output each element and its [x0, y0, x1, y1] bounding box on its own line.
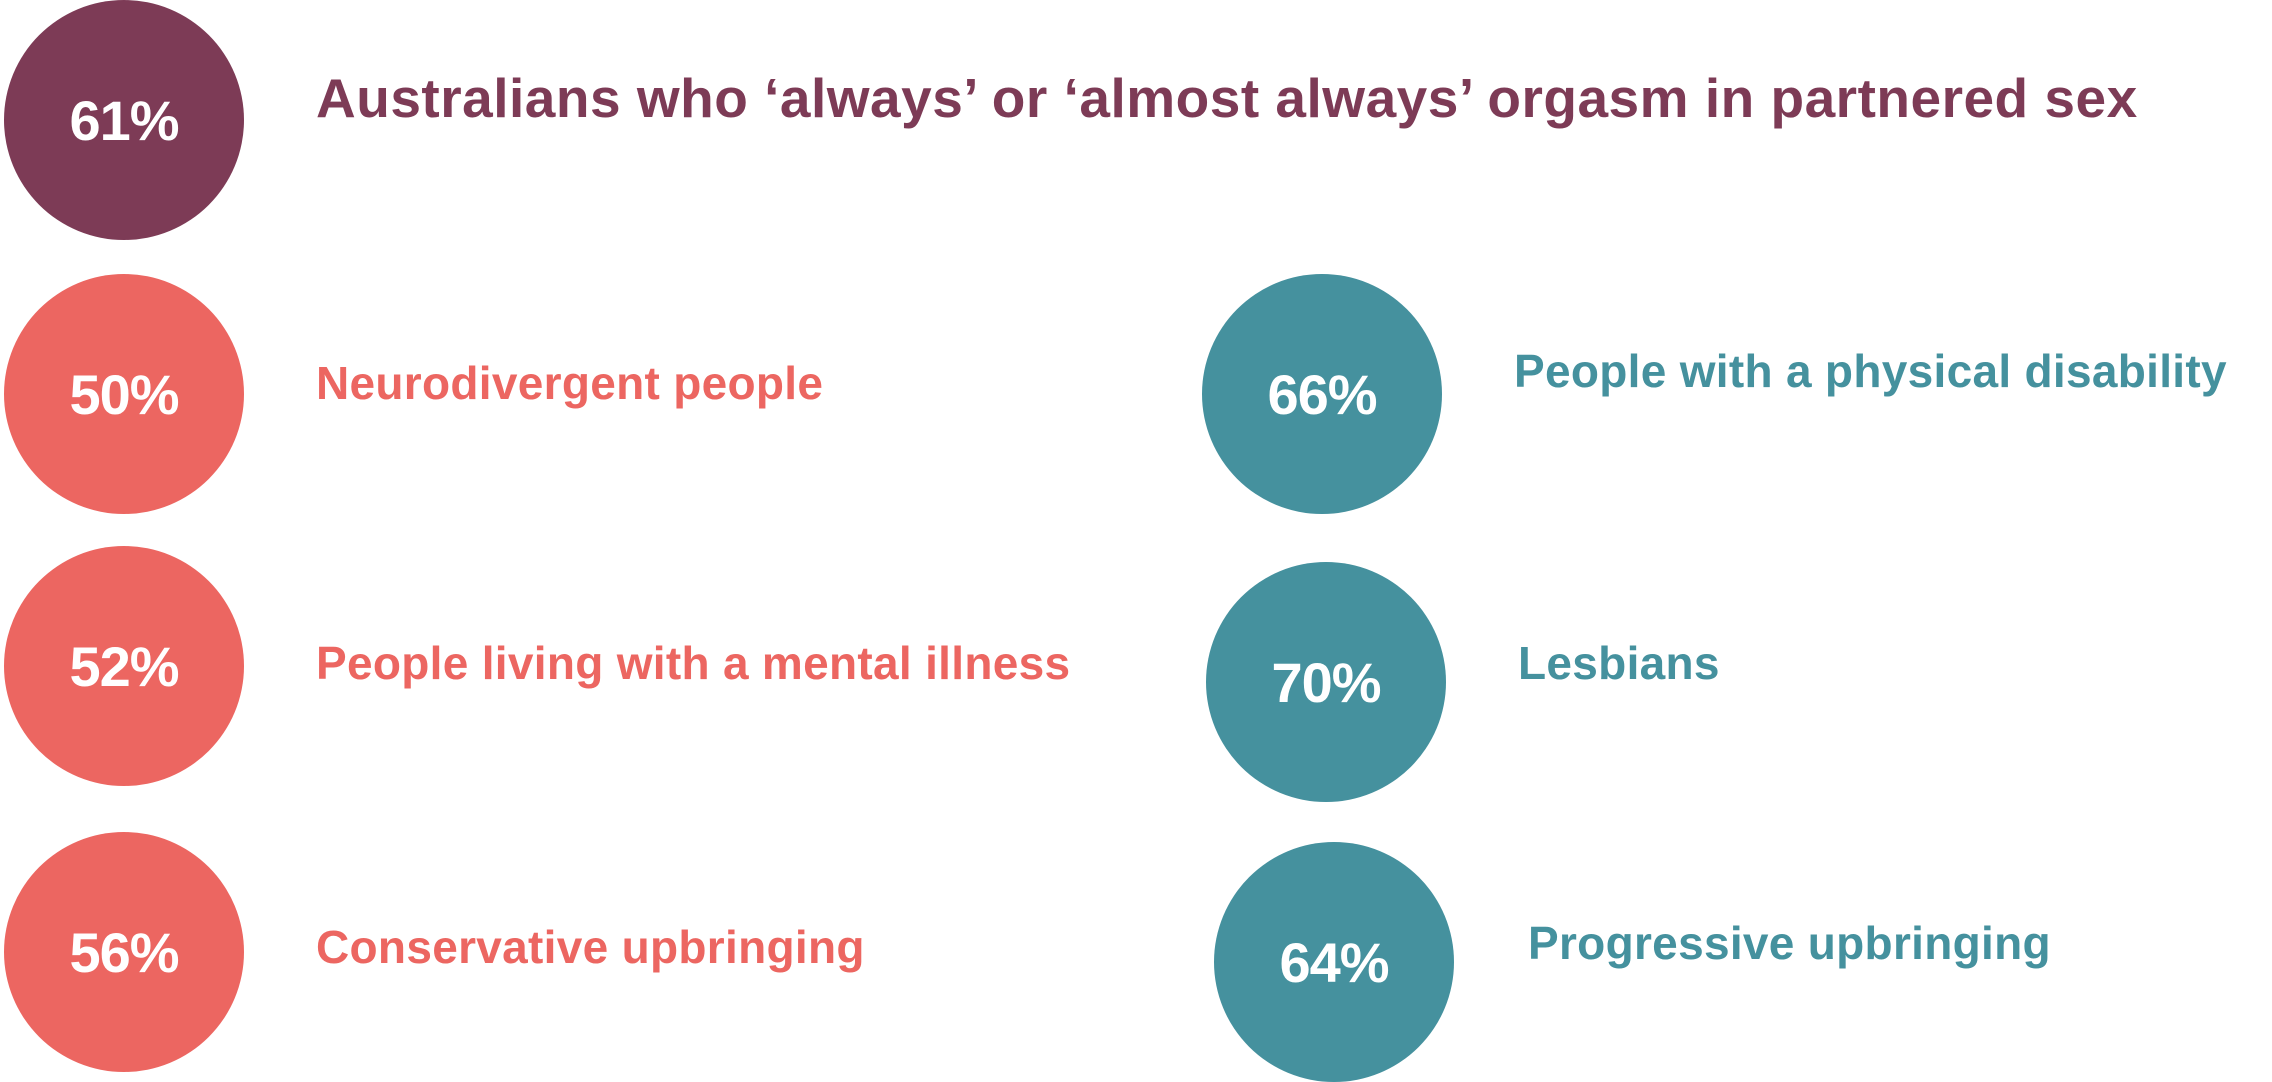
- conservative-upbringing-stat-value: 56%: [69, 920, 179, 984]
- conservative-upbringing-stat-circle: 56%: [4, 832, 244, 1072]
- headline-stat-circle: 61%: [4, 0, 244, 240]
- progressive-upbringing-stat-circle: 64%: [1214, 842, 1454, 1082]
- mental-illness-stat-value: 52%: [69, 634, 179, 698]
- physical-disability-stat-value: 66%: [1267, 362, 1377, 426]
- lesbians-stat-label: Lesbians: [1518, 637, 1720, 689]
- lesbians-stat-circle: 70%: [1206, 562, 1446, 802]
- neurodivergent-stat-circle: 50%: [4, 274, 244, 514]
- headline-stat-label: Australians who ‘always’ or ‘almost alwa…: [316, 67, 2138, 129]
- progressive-upbringing-stat-value: 64%: [1279, 930, 1389, 994]
- headline-stat-value: 61%: [69, 88, 179, 152]
- progressive-upbringing-stat-label: Progressive upbringing: [1528, 917, 2051, 969]
- mental-illness-stat-label: People living with a mental illness: [316, 637, 1071, 689]
- neurodivergent-stat-value: 50%: [69, 362, 179, 426]
- conservative-upbringing-stat-label: Conservative upbringing: [316, 921, 865, 973]
- physical-disability-stat-circle: 66%: [1202, 274, 1442, 514]
- lesbians-stat-value: 70%: [1271, 650, 1381, 714]
- neurodivergent-stat-label: Neurodivergent people: [316, 357, 824, 409]
- mental-illness-stat-circle: 52%: [4, 546, 244, 786]
- physical-disability-stat-label: People with a physical disability: [1514, 345, 2227, 397]
